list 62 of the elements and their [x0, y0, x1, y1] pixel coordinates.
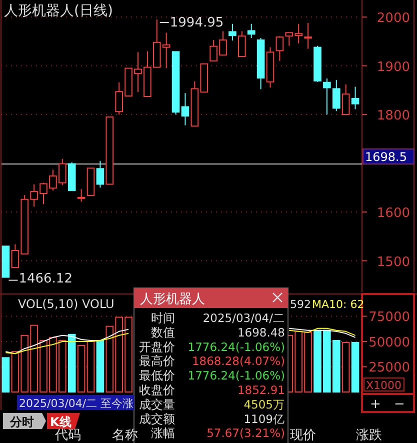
annotation: 开盘价 [139, 340, 175, 354]
y-tick-label: 1500 [376, 254, 410, 270]
annotation: 1698.48 [237, 325, 285, 340]
bar [77, 345, 86, 392]
bar [96, 340, 104, 392]
text: 涨跌 [356, 428, 382, 443]
annotation: 1994.95 [170, 16, 224, 31]
candlestick [351, 86, 360, 110]
candlestick [238, 30, 246, 58]
y-tick-label: 25000 [368, 360, 410, 376]
candlestick [304, 22, 312, 50]
annotation: 收盘价 [139, 383, 175, 397]
text: 57.67(3.21%) [206, 426, 285, 440]
candlestick [181, 92, 190, 126]
annotation: 1776.24(-1.06%) [188, 368, 285, 383]
annotation: 1776.24(-1.06%) [188, 340, 285, 354]
text: + [370, 397, 381, 412]
text: 现价 [290, 428, 316, 443]
y-tick-label: 50000 [368, 335, 410, 350]
y-tick-label: 75000 [368, 310, 410, 326]
annotation: 1868.28(4.07%) [192, 354, 285, 368]
text: 分时 [9, 415, 34, 429]
text: K线 [50, 415, 72, 429]
candlestick [228, 23, 236, 41]
candlestick [247, 23, 256, 39]
bar [342, 342, 350, 392]
y-tick-label: 2000 [376, 11, 410, 26]
candlestick [96, 160, 104, 188]
chart-title: VOL(5,10) VOLU [18, 297, 114, 311]
bar [68, 334, 76, 392]
text: 2025/03/04/二 至今涨 [19, 397, 134, 410]
text: X1000 [366, 379, 402, 392]
annotation: 2025/03/04/二 [202, 311, 285, 325]
text: 名称 [112, 428, 138, 443]
candlestick [342, 84, 350, 116]
y-tick-label: 1800 [376, 108, 410, 124]
bar [2, 357, 10, 392]
ref-line-label: 1698.5 [365, 150, 407, 164]
annotation: 1466.12 [18, 271, 72, 286]
annotation: 最高价 [139, 354, 175, 368]
text: 1109亿 [244, 412, 285, 426]
candlestick [332, 79, 340, 112]
text: 4505万 [244, 397, 285, 412]
candlestick [323, 78, 331, 116]
text: 人形机器人 [140, 292, 205, 307]
text: 成交额 [139, 412, 175, 426]
annotation: 1852.91 [237, 383, 285, 397]
bar [86, 340, 95, 392]
bar [351, 342, 360, 392]
text: − [394, 397, 405, 412]
chart-title: 人形机器人(日线) [4, 3, 113, 19]
text: 代码 [54, 428, 81, 443]
candlestick [276, 36, 284, 62]
text: 涨幅 [151, 426, 175, 440]
y-tick-label: 1900 [376, 60, 410, 75]
annotation: 592 [290, 298, 311, 311]
text: 成交量 [139, 397, 175, 412]
y-tick-label: 1600 [376, 206, 410, 222]
annotation: 时间 [151, 311, 175, 325]
annotation: 最低价 [139, 368, 175, 383]
annotation: 数值 [151, 325, 175, 340]
candlestick [77, 188, 86, 202]
